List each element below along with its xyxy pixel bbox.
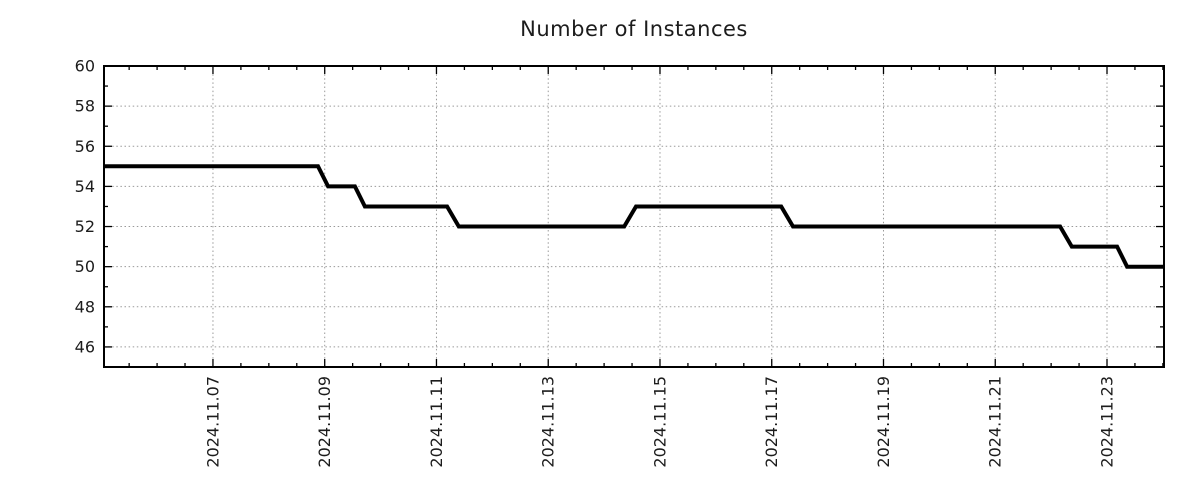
y-tick-label: 58 <box>75 97 95 116</box>
y-axis-labels: 46 48 50 52 54 56 58 60 <box>75 57 95 357</box>
x-tick-label: 2024.11.23 <box>1098 376 1117 468</box>
y-tick-label: 50 <box>75 257 95 276</box>
x-tick-label: 2024.11.15 <box>650 376 669 468</box>
y-tick-label: 56 <box>75 137 95 156</box>
axis-ticks <box>104 65 1164 368</box>
y-tick-label: 46 <box>75 337 95 356</box>
x-tick-label: 2024.11.17 <box>762 376 781 468</box>
grid <box>104 66 1164 367</box>
y-tick-label: 48 <box>75 297 95 316</box>
x-tick-label: 2024.11.09 <box>315 376 334 468</box>
x-tick-label: 2024.11.13 <box>539 376 558 468</box>
y-tick-label: 54 <box>75 177 95 196</box>
x-axis-labels: 2024.11.07 2024.11.09 2024.11.11 2024.11.13… <box>203 376 1116 468</box>
x-tick-label: 2024.11.21 <box>986 376 1005 468</box>
y-tick-label: 52 <box>75 217 95 236</box>
plot-border <box>103 65 1165 368</box>
data-line-instances <box>104 164 1164 269</box>
x-tick-label: 2024.11.19 <box>874 376 893 468</box>
chart-title: Number of Instances <box>520 17 748 41</box>
x-tick-label: 2024.11.11 <box>427 376 446 468</box>
y-tick-label: 60 <box>75 57 95 76</box>
x-tick-label: 2024.11.07 <box>203 376 222 468</box>
